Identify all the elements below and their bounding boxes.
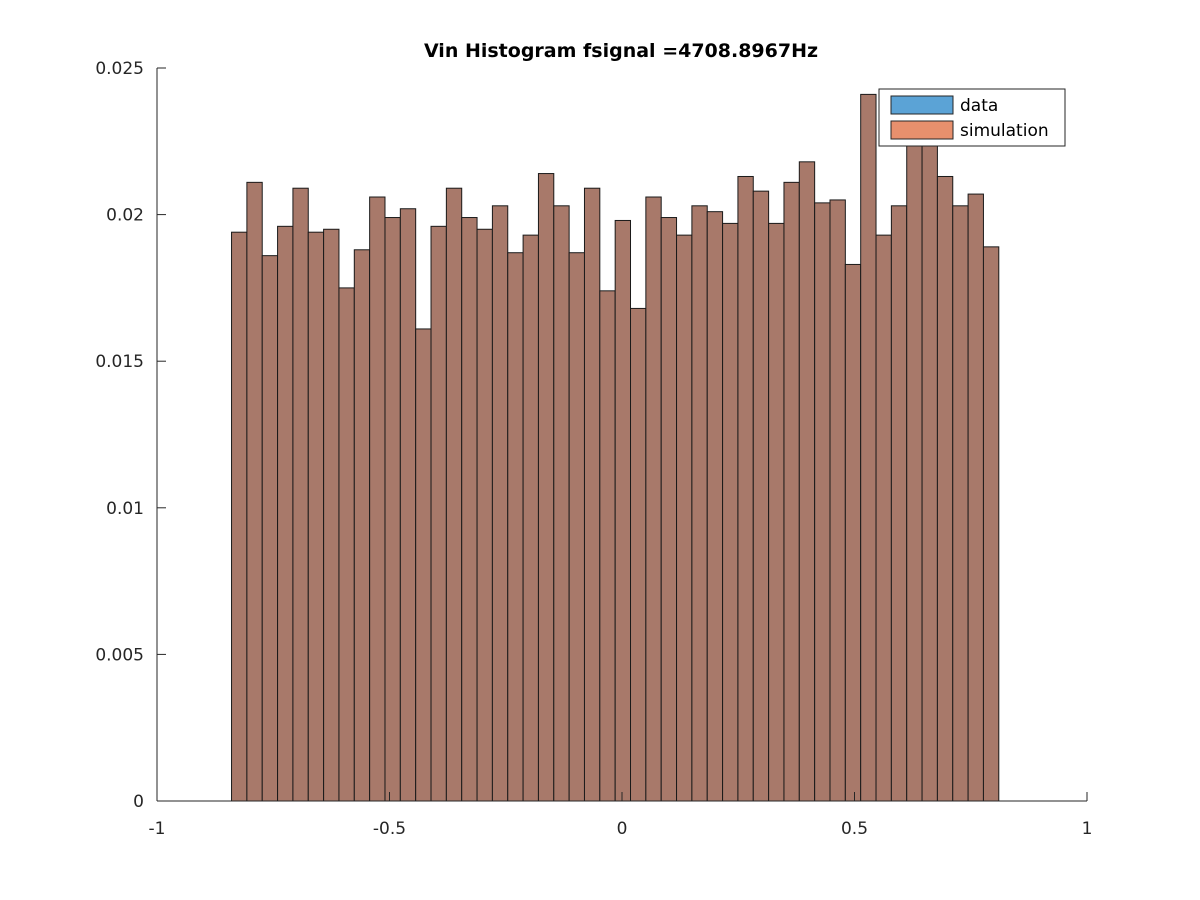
histogram-bar	[430, 225, 447, 802]
histogram-bar	[783, 181, 800, 802]
histogram-bar	[814, 202, 831, 802]
histogram-bar	[476, 228, 493, 802]
histogram-bar	[614, 219, 632, 802]
histogram-bar	[737, 175, 754, 802]
histogram-bar	[583, 187, 601, 802]
histogram-bar	[967, 193, 984, 802]
histogram-bar	[231, 231, 248, 802]
histogram-bar	[798, 161, 816, 802]
histogram-bar	[982, 246, 1000, 802]
histogram-bar	[844, 263, 862, 802]
x-tick-label: 0	[617, 819, 628, 839]
histogram-bar	[706, 211, 724, 802]
histogram-bar	[722, 222, 739, 802]
histogram-bar	[890, 205, 908, 802]
histogram-bar	[537, 173, 555, 802]
y-tick-label: 0	[133, 792, 144, 812]
histogram-bar	[461, 217, 478, 802]
histogram-bar	[952, 205, 969, 802]
y-tick-label: 0.025	[95, 59, 144, 79]
legend-swatch	[890, 120, 954, 140]
histogram-bar	[399, 208, 417, 802]
histogram-bar	[660, 217, 678, 802]
histogram-bar	[491, 205, 509, 802]
histogram-bar	[415, 328, 432, 802]
x-tick-label: -1	[149, 819, 166, 839]
histogram-bar	[752, 190, 770, 802]
histogram-bar	[936, 175, 954, 802]
chart-title: Vin Histogram fsignal =4708.8967Hz	[424, 40, 818, 62]
histogram-bar	[553, 205, 570, 802]
x-tick-label: 0.5	[841, 819, 868, 839]
histogram-bar	[507, 252, 524, 802]
y-tick-label: 0.02	[106, 206, 144, 226]
histogram-bar	[353, 249, 371, 802]
x-tick-label: 1	[1082, 819, 1093, 839]
histogram-bar	[875, 234, 892, 802]
histogram-bar	[768, 222, 785, 802]
histogram-bar	[292, 187, 309, 802]
histogram-bar	[445, 187, 463, 802]
legend-label: data	[960, 96, 998, 116]
axes-group: -1 -0.5 0 0.5 1 0 0.005 0.01 0.015 0.02 0.025	[95, 59, 1092, 839]
histogram-bar	[599, 290, 616, 802]
bars-group	[231, 93, 1000, 802]
x-tick-label: -0.5	[373, 819, 406, 839]
y-tick-label: 0.005	[95, 645, 144, 665]
histogram-bar	[676, 234, 693, 802]
histogram-bar	[338, 287, 355, 802]
histogram-bar	[568, 252, 585, 802]
legend-label: simulation	[960, 121, 1049, 141]
legend-swatch	[890, 95, 954, 115]
histogram-bar	[307, 231, 325, 802]
histogram-bar	[921, 132, 938, 802]
histogram-bar	[246, 181, 263, 802]
histogram-bar	[277, 225, 294, 802]
histogram-bar	[369, 196, 386, 802]
histogram-bar	[522, 234, 539, 802]
histogram-bar	[860, 93, 877, 802]
histogram-bar	[323, 228, 340, 802]
y-tick-label: 0.015	[95, 352, 144, 372]
histogram-bar	[261, 255, 279, 802]
histogram-bar	[384, 217, 401, 802]
histogram-bar	[829, 199, 846, 802]
histogram-bar	[906, 114, 923, 802]
histogram-bar	[645, 196, 662, 802]
histogram-bar	[691, 205, 708, 802]
legend: data simulation	[878, 88, 1066, 147]
y-tick-label: 0.01	[106, 499, 144, 519]
histogram-bar	[630, 307, 647, 802]
